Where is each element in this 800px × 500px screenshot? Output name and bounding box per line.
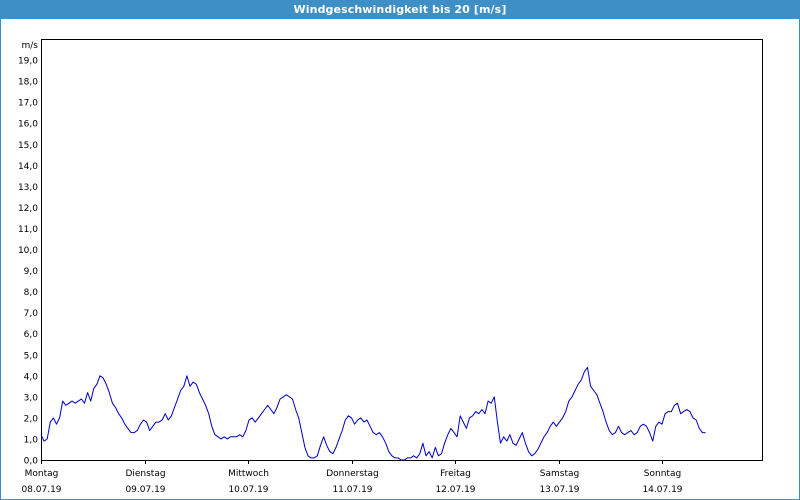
y-tick-label: 14,0 (18, 162, 38, 172)
y-tick-label: 18,0 (18, 78, 38, 88)
x-tick-weekday: Montag (25, 469, 59, 479)
wind-speed-series-line (40, 366, 706, 461)
chart-title: Windgeschwindigkeit bis 20 [m/s] (0, 0, 800, 19)
y-axis-unit: m/s (22, 41, 39, 51)
y-tick-label: 13,0 (18, 183, 38, 193)
y-tick-label: 4,0 (24, 372, 39, 382)
y-tick-label: 7,0 (24, 309, 39, 319)
y-tick-label: 19,0 (18, 57, 38, 67)
y-tick-label: 10,0 (18, 246, 38, 256)
x-tick-weekday: Samstag (540, 469, 579, 479)
x-tick-weekday: Mittwoch (228, 469, 269, 479)
x-tick-weekday: Dienstag (125, 469, 165, 479)
y-tick-label: 3,0 (24, 393, 39, 403)
y-tick-label: 9,0 (24, 267, 39, 277)
y-tick-label: 6,0 (24, 330, 39, 340)
x-tick-date: 11.07.19 (332, 485, 372, 495)
x-tick-date: 09.07.19 (125, 485, 165, 495)
y-tick-label: 12,0 (18, 204, 38, 214)
x-tick-date: 08.07.19 (21, 485, 61, 495)
y-tick-label: 16,0 (18, 120, 38, 130)
x-tick-date: 14.07.19 (642, 485, 682, 495)
x-tick-weekday: Sonntag (644, 469, 681, 479)
x-tick-weekday: Freitag (440, 469, 471, 479)
y-tick-label: 11,0 (18, 225, 38, 235)
y-tick-label: 5,0 (24, 351, 39, 361)
y-tick-label: 17,0 (18, 99, 38, 109)
plot-area (41, 39, 762, 460)
y-tick-label: 2,0 (24, 414, 39, 424)
x-tick-date: 10.07.19 (228, 485, 268, 495)
y-tick-label: 15,0 (18, 141, 38, 151)
x-tick-date: 13.07.19 (539, 485, 579, 495)
x-tick-date: 12.07.19 (435, 485, 475, 495)
y-tick-label: 0,0 (24, 457, 39, 467)
y-tick-label: 8,0 (24, 288, 39, 298)
y-tick-label: 1,0 (24, 435, 39, 445)
x-tick-weekday: Donnerstag (326, 469, 379, 479)
